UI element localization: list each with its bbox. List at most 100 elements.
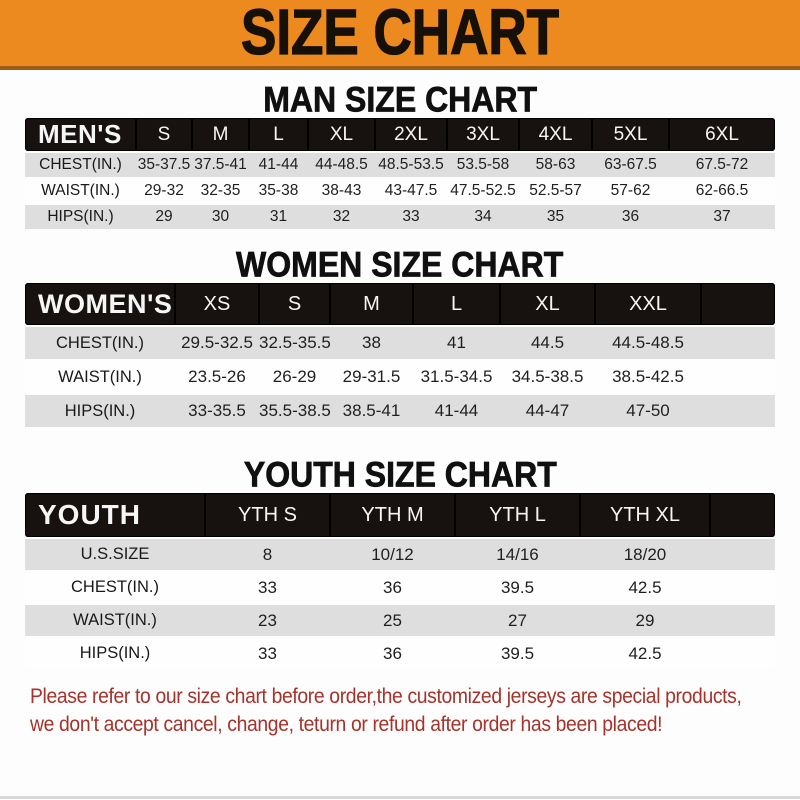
men-cell-0-1: 37.5-41 xyxy=(192,153,249,177)
men-section-heading-text: MAN SIZE CHART xyxy=(263,79,538,120)
women-header-label: WOMEN'S xyxy=(25,283,175,325)
youth-cell-3-2: 39.5 xyxy=(455,638,580,669)
men-cell-1-3: 38-43 xyxy=(308,179,375,203)
men-col-header-5: 3XL xyxy=(447,118,519,151)
youth-data-row-0: U.S.SIZE 8 10/12 14/16 18/20 xyxy=(25,539,775,570)
women-size-table: WOMEN'S XS S M L XL XXL CHEST(IN.) 29.5-32.5 32.5… xyxy=(25,281,775,429)
men-header-label: MEN'S xyxy=(25,118,136,151)
youth-col-header-3: YTH XL xyxy=(580,493,710,537)
youth-cell-3-0: 33 xyxy=(205,638,330,669)
footer-disclaimer-line1: Please refer to our size chart before or… xyxy=(30,684,742,708)
youth-row-label-0: U.S.SIZE xyxy=(25,539,205,570)
women-data-row-1: WAIST(IN.) 23.5-26 26-29 29-31.5 31.5-34.5 34… xyxy=(25,361,775,393)
men-cell-2-3: 32 xyxy=(308,205,375,229)
women-cell-0-4: 44.5 xyxy=(500,327,595,359)
women-row-label-2: HIPS(IN.) xyxy=(25,395,175,427)
men-cell-1-6: 52.5-57 xyxy=(519,179,592,203)
men-row-label-2: HIPS(IN.) xyxy=(25,205,136,229)
women-cell-2-4: 44-47 xyxy=(500,395,595,427)
women-cell-0-3: 41 xyxy=(413,327,500,359)
women-col-header-4: XL xyxy=(500,283,595,325)
men-cell-2-2: 31 xyxy=(249,205,308,229)
youth-col-header-0: YTH S xyxy=(205,493,330,537)
men-cell-2-1: 30 xyxy=(192,205,249,229)
women-cell-1-3: 31.5-34.5 xyxy=(413,361,500,393)
youth-cell-2-1: 25 xyxy=(330,605,455,636)
men-cell-0-5: 53.5-58 xyxy=(447,153,519,177)
youth-cell-2-3: 29 xyxy=(580,605,710,636)
youth-cell-0-0: 8 xyxy=(205,539,330,570)
youth-cell-spacer-2 xyxy=(710,605,775,636)
youth-row-label-1: CHEST(IN.) xyxy=(25,572,205,603)
women-cell-1-2: 29-31.5 xyxy=(330,361,413,393)
youth-cell-3-1: 36 xyxy=(330,638,455,669)
youth-section-heading: YOUTH SIZE CHART xyxy=(0,457,800,493)
women-cell-0-5: 44.5-48.5 xyxy=(595,327,701,359)
youth-data-row-1: CHEST(IN.) 33 36 39.5 42.5 xyxy=(25,572,775,603)
men-row-label-1: WAIST(IN.) xyxy=(25,179,136,203)
women-cell-spacer-1 xyxy=(701,361,775,393)
men-cell-2-0: 29 xyxy=(136,205,192,229)
men-row-label-0: CHEST(IN.) xyxy=(25,153,136,177)
women-cell-1-1: 26-29 xyxy=(259,361,330,393)
youth-cell-1-1: 36 xyxy=(330,572,455,603)
men-cell-1-4: 43-47.5 xyxy=(375,179,447,203)
men-cell-0-7: 63-67.5 xyxy=(592,153,669,177)
youth-cell-1-0: 33 xyxy=(205,572,330,603)
women-row-label-0: CHEST(IN.) xyxy=(25,327,175,359)
women-col-header-0: XS xyxy=(175,283,259,325)
youth-row-label-3: HIPS(IN.) xyxy=(25,638,205,669)
footer-disclaimer-line2: we don't accept cancel, change, teturn o… xyxy=(30,712,663,737)
bottom-divider xyxy=(0,796,800,799)
banner-title: SIZE CHART xyxy=(240,0,560,69)
men-header-row: MEN'S S M L XL 2XL 3XL 4XL 5XL 6XL xyxy=(25,118,775,151)
youth-cell-spacer-0 xyxy=(710,539,775,570)
men-col-header-1: M xyxy=(192,118,249,151)
women-cell-2-1: 35.5-38.5 xyxy=(259,395,331,427)
women-col-header-2: M xyxy=(330,283,413,325)
youth-col-header-1: YTH M xyxy=(330,493,455,537)
men-cell-0-0: 35-37.5 xyxy=(136,153,192,177)
men-cell-0-8: 67.5-72 xyxy=(669,153,775,177)
youth-data-row-3: HIPS(IN.) 33 36 39.5 42.5 xyxy=(25,638,775,669)
men-col-header-8: 6XL xyxy=(669,118,775,151)
women-data-row-2: HIPS(IN.) 33-35.5 35.5-38.5 38.5-41 41-44 44-… xyxy=(25,395,775,427)
women-cell-1-4: 34.5-38.5 xyxy=(500,361,595,393)
women-data-row-0: CHEST(IN.) 29.5-32.5 32.5-35.5 38 41 44.5 44.5… xyxy=(25,327,775,359)
men-col-header-0: S xyxy=(136,118,192,151)
men-cell-1-1: 32-35 xyxy=(192,179,249,203)
women-cell-2-3: 41-44 xyxy=(413,395,500,427)
youth-header-label: YOUTH xyxy=(25,493,205,537)
youth-data-row-2: WAIST(IN.) 23 25 27 29 xyxy=(25,605,775,636)
women-col-header-1: S xyxy=(259,283,330,325)
men-cell-1-7: 57-62 xyxy=(592,179,669,203)
youth-col-header-2: YTH L xyxy=(455,493,580,537)
youth-cell-0-2: 14/16 xyxy=(455,539,580,570)
men-cell-2-6: 35 xyxy=(519,205,592,229)
men-cell-1-8: 62-66.5 xyxy=(669,179,775,203)
men-size-table: MEN'S S M L XL 2XL 3XL 4XL 5XL 6XL CHEST(IN.) 35-37… xyxy=(25,116,775,231)
youth-cell-spacer-1 xyxy=(710,572,775,603)
women-header-row: WOMEN'S XS S M L XL XXL xyxy=(25,283,775,325)
men-cell-1-0: 29-32 xyxy=(136,179,192,203)
men-data-row-0: CHEST(IN.) 35-37.5 37.5-41 41-44 44-48.5 48.5… xyxy=(25,153,775,177)
women-section-heading: WOMEN SIZE CHART xyxy=(0,247,800,283)
men-cell-0-6: 58-63 xyxy=(519,153,592,177)
women-col-header-spacer xyxy=(701,283,775,325)
men-cell-2-4: 33 xyxy=(375,205,447,229)
men-cell-2-8: 37 xyxy=(669,205,775,229)
women-cell-2-0: 33-35.5 xyxy=(175,395,259,427)
women-cell-0-0: 29.5-32.5 xyxy=(175,327,259,359)
youth-size-table: YOUTH YTH S YTH M YTH L YTH XL U.S.SIZE 8 10/12… xyxy=(25,491,775,671)
men-cell-1-2: 35-38 xyxy=(249,179,308,203)
men-col-header-2: L xyxy=(249,118,308,151)
youth-cell-1-2: 39.5 xyxy=(455,572,580,603)
youth-cell-spacer-3 xyxy=(710,638,775,669)
youth-cell-0-3: 18/20 xyxy=(580,539,710,570)
women-cell-0-2: 38 xyxy=(330,327,413,359)
men-col-header-7: 5XL xyxy=(592,118,669,151)
men-data-row-1: WAIST(IN.) 29-32 32-35 35-38 38-43 43-47.5 47.… xyxy=(25,179,775,203)
women-cell-1-0: 23.5-26 xyxy=(175,361,259,393)
youth-col-header-spacer xyxy=(710,493,775,537)
women-cell-spacer-0 xyxy=(701,327,775,359)
